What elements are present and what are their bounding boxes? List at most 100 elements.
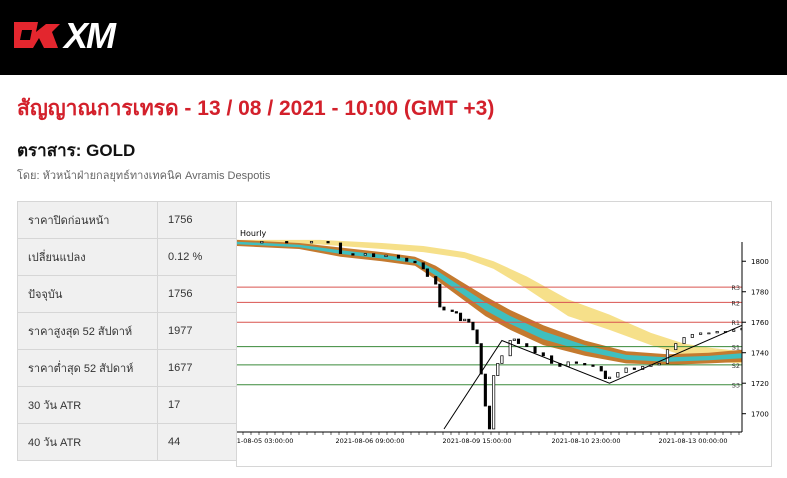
candle [591,364,595,367]
stat-label: 30 วัน ATR [17,386,158,424]
candle [326,241,330,244]
stat-label: เปลี่ยนแปลง [17,238,158,276]
stat-value: 1677 [157,349,237,387]
stats-row: เปลี่ยนแปลง 0.12 % [17,238,237,276]
candle [492,375,496,430]
candle [674,343,678,351]
candle [665,349,670,364]
candle [463,318,467,322]
candle [338,242,343,254]
candle [442,306,446,311]
candle [599,366,603,372]
candle [496,363,500,376]
candle [479,343,483,375]
x-tick-label: 21-08-05 03:00:00 [237,437,293,445]
xm-logo[interactable]: XM [12,13,137,56]
candle [438,283,442,308]
candle [363,253,367,256]
candle [690,334,694,338]
candle [624,367,628,373]
x-tick-label: 2021-08-09 15:00:00 [442,437,511,445]
candle [413,260,417,264]
stats-row: ราคาสูงสุด 52 สัปดาห์ 1977 [17,312,237,350]
candle [421,262,425,270]
trend-line [443,324,742,430]
candle [285,241,289,244]
page-title: สัญญาณการเทรด - 13 / 08 / 2021 - 10:00 (… [17,97,495,120]
candle [351,253,355,256]
candle [699,332,703,335]
x-tick-label: 2021-08-06 09:00:00 [335,437,404,445]
stat-value: 1756 [157,201,237,239]
ribbon-slow [237,239,742,364]
level-label-r2: R2 [731,299,740,307]
candle [512,338,516,341]
candle [500,355,504,364]
candle [372,253,376,258]
candle [715,331,719,334]
x-tick-label: 2021-08-13 00:00:00 [658,437,727,445]
stat-label: 40 วัน ATR [17,423,158,461]
candle [682,337,686,344]
y-tick-label: 1720 [751,380,769,388]
stat-label: ราคาปิดก่อนหน้า [17,201,158,239]
x-tick-label: 2021-08-10 23:00:00 [551,437,620,445]
candle [396,254,400,259]
candle [574,361,578,364]
candle [384,254,388,258]
candle [467,318,471,323]
level-label-r1: R1 [731,319,740,327]
xm-logo-text: XM [64,15,116,56]
y-tick-label: 1800 [751,258,769,266]
stat-value: 44 [157,423,237,461]
candle [405,257,409,262]
chart-title: Hourly [240,229,266,238]
stat-value: 1756 [157,275,237,313]
level-label-s2: S2 [732,362,740,370]
candle [487,405,492,430]
candle [425,268,429,277]
chart-svg: Hourly R3 R2 R1 S1 S2 S3 1700 1720 1740 1760 1780 18… [233,229,769,445]
candle [632,367,636,370]
candle [616,372,620,378]
stats-row: 40 วัน ATR 44 [17,423,237,461]
candle [454,311,458,314]
stat-value: 17 [157,386,237,424]
y-tick-label: 1760 [751,319,769,327]
candle [475,329,479,344]
stats-table: ราคาปิดก่อนหน้า 1756 เปลี่ยนแปลง 0.12 % ปัจจ… [17,201,237,461]
level-label-r3: R3 [731,284,740,292]
candle [541,352,545,357]
price-chart: Hourly R3 R2 R1 S1 S2 S3 1700 1720 1740 1760 1780 18… [233,201,772,467]
level-label-s3: S3 [732,382,740,390]
candle [566,361,570,367]
instrument-label: ตราสาร: GOLD [17,141,136,160]
level-label-s1: S1 [732,344,740,352]
y-tick-label: 1700 [751,411,769,419]
stat-value: 0.12 % [157,238,237,276]
stat-label: ราคาต่ำสุด 52 สัปดาห์ [17,349,158,387]
y-tick-label: 1780 [751,289,769,297]
candle [450,309,454,312]
candle [583,363,587,366]
stats-row: ราคาต่ำสุด 52 สัปดาห์ 1677 [17,349,237,387]
stats-row: ปัจจุบัน 1756 [17,275,237,313]
candle [434,276,438,285]
header-bar: XM [0,0,787,75]
stat-label: ปัจจุบัน [17,275,158,313]
candle [483,373,487,407]
stat-label: ราคาสูงสุด 52 สัปดาห์ [17,312,158,350]
candle [607,376,612,379]
y-tick-label: 1740 [751,350,769,358]
candle [260,241,264,244]
xm-logo-mark-icon [14,22,60,48]
stat-value: 1977 [157,312,237,350]
candle [508,340,512,357]
candle [707,332,711,335]
author-line: โดย: หัวหน้าฝ่ายกลยุทธ์ทางเทคนิค Avramis… [17,170,271,182]
candle [732,329,736,332]
candle [516,338,521,344]
candle [657,363,661,366]
candle [525,343,529,347]
stats-row: 30 วัน ATR 17 [17,386,237,424]
